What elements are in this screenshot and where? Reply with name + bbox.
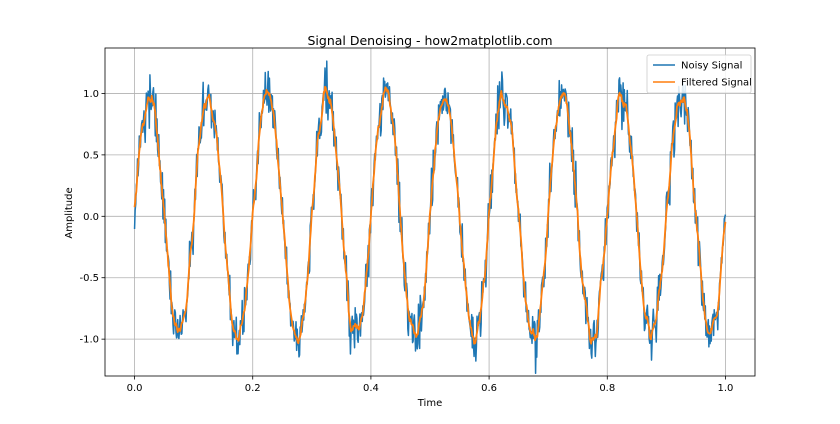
plot-frame — [104, 47, 756, 377]
x-tick-label: 0.6 — [481, 383, 497, 394]
y-tick-label: -0.5 — [79, 273, 99, 284]
chart-title: Signal Denoising - how2matplotlib.com — [307, 33, 552, 48]
x-tick-label: 0.2 — [245, 383, 261, 394]
y-tick-label: -1.0 — [79, 335, 99, 346]
series-line-filtered-signal — [133, 85, 727, 345]
axis-ticks: 0.0 0.2 0.4 0.6 0.8 1.0 -1.0 -0.5 0.0 0.5 1.0 — [79, 89, 733, 394]
legend: Noisy Signal Filtered Signal — [646, 54, 752, 94]
legend-label-filtered-signal: Filtered Signal — [681, 78, 752, 89]
x-tick-label: 0.4 — [363, 383, 379, 394]
legend-label-noisy-signal: Noisy Signal — [681, 61, 742, 72]
x-tick-label: 0.8 — [599, 383, 615, 394]
x-axis-label: Time — [417, 398, 442, 409]
y-axis-label: Amplitude — [64, 187, 75, 238]
plot-series — [133, 60, 727, 375]
y-tick-label: 1.0 — [83, 89, 99, 100]
y-tick-label: 0.0 — [83, 212, 99, 223]
x-tick-label: 0.0 — [127, 383, 143, 394]
y-tick-label: 0.5 — [83, 150, 99, 161]
x-tick-label: 1.0 — [718, 383, 734, 394]
